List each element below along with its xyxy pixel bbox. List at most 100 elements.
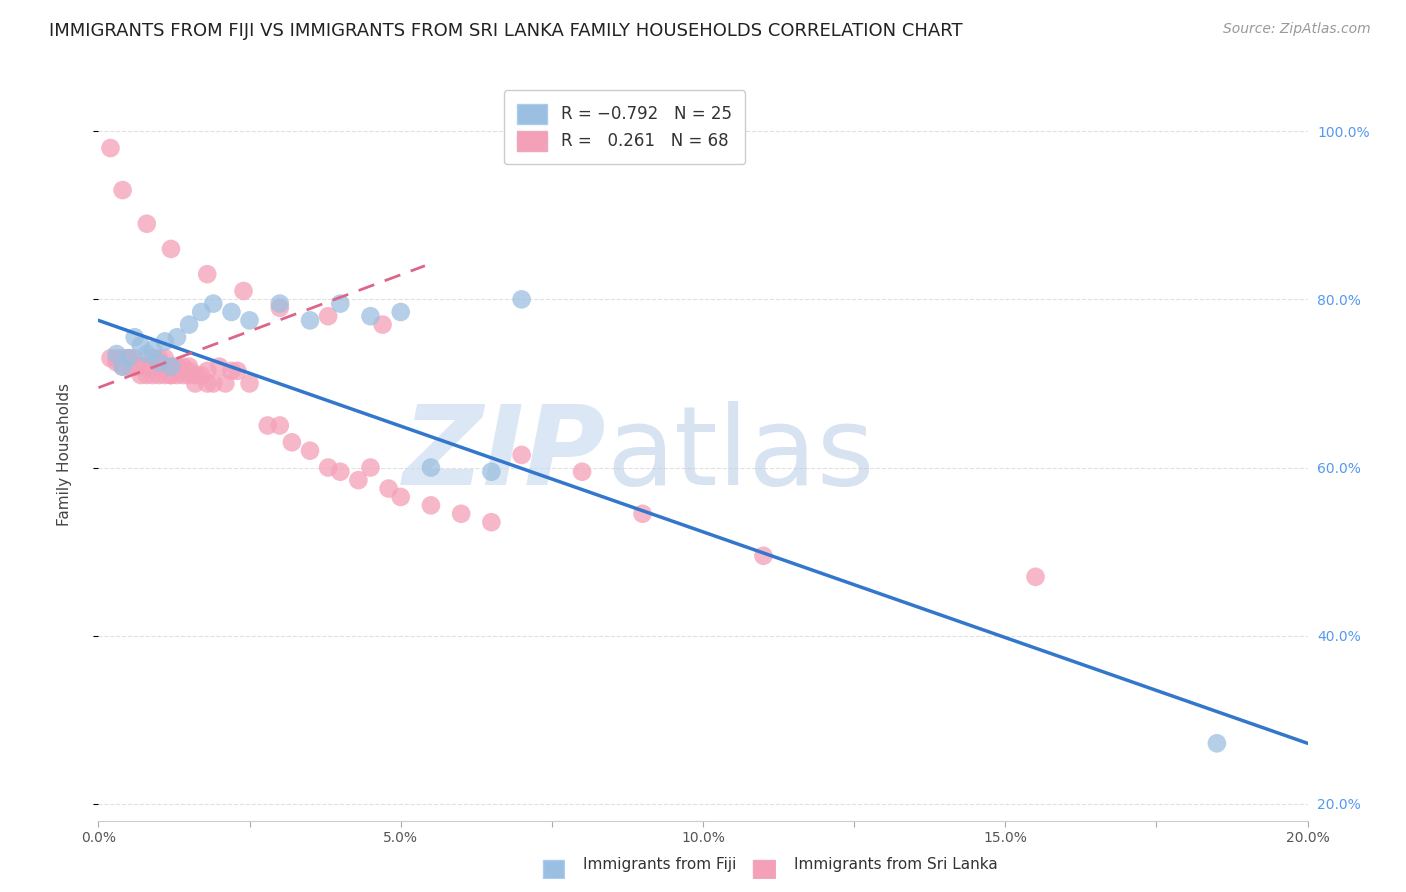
Point [316,460,339,475]
Point [124,359,146,374]
Point [166,368,188,382]
Point [420,499,443,513]
Point [135,347,157,361]
Point [195,376,218,391]
Point [360,309,382,323]
Point [100,351,122,366]
Point [129,359,152,374]
Point [160,368,183,382]
Point [232,284,254,298]
Point [316,309,339,323]
Point [148,368,170,382]
Point [481,465,503,479]
Point [1024,570,1046,584]
Point [111,183,134,197]
Point [160,368,183,382]
Point [105,351,128,366]
Point [153,351,176,366]
Point [118,359,141,374]
Point [239,313,262,327]
Point [160,242,183,256]
Point [100,141,122,155]
Point [153,368,176,382]
Text: ZIP: ZIP [402,401,606,508]
Point [195,267,218,281]
Point [142,343,165,357]
Text: Immigrants from Fiji: Immigrants from Fiji [583,857,737,872]
Point [135,217,157,231]
Point [202,376,225,391]
Point [184,368,207,382]
Point [269,418,291,433]
Point [239,376,262,391]
Point [510,293,533,307]
Point [160,359,183,374]
Point [1206,736,1229,750]
Point [172,364,194,378]
Point [172,368,194,382]
Point [329,296,352,310]
Point [208,359,231,374]
Point [631,507,654,521]
Point [221,364,243,378]
Point [166,359,188,374]
Point [148,359,170,374]
Point [118,351,141,366]
Point [281,435,304,450]
Point [360,460,382,475]
Point [195,364,218,378]
Point [111,351,134,366]
Point [752,549,775,563]
Point [510,448,533,462]
Point [190,368,212,382]
Text: atlas: atlas [606,401,875,508]
Point [153,359,176,374]
Point [179,368,201,382]
Point [389,305,412,319]
Point [142,359,165,374]
Text: Source: ZipAtlas.com: Source: ZipAtlas.com [1223,22,1371,37]
Point [347,473,370,487]
Point [105,355,128,369]
Text: Immigrants from Sri Lanka: Immigrants from Sri Lanka [794,857,998,872]
Point [571,465,593,479]
Point [214,376,236,391]
Point [269,296,291,310]
Point [269,301,291,315]
Point [389,490,412,504]
Point [377,482,399,496]
Point [111,359,134,374]
Point [142,368,165,382]
Point [179,359,201,374]
Point [184,376,207,391]
Point [179,318,201,332]
Point [299,443,322,458]
Point [172,359,194,374]
Point [111,359,134,374]
Text: IMMIGRANTS FROM FIJI VS IMMIGRANTS FROM SRI LANKA FAMILY HOUSEHOLDS CORRELATION : IMMIGRANTS FROM FIJI VS IMMIGRANTS FROM … [49,22,963,40]
Point [166,330,188,344]
Point [160,359,183,374]
Point [124,330,146,344]
Point [129,359,152,374]
Point [226,364,249,378]
Point [129,338,152,352]
Point [481,515,503,529]
Point [450,507,472,521]
Point [135,359,157,374]
Point [118,351,141,366]
Y-axis label: Family Households: Family Households [58,384,72,526]
Point [148,355,170,369]
Point [202,296,225,310]
Point [105,347,128,361]
Point [129,368,152,382]
Point [420,460,443,475]
Point [329,465,352,479]
Point [124,359,146,374]
Point [179,364,201,378]
Point [190,305,212,319]
Point [124,351,146,366]
Point [299,313,322,327]
Point [371,318,394,332]
Point [142,351,165,366]
